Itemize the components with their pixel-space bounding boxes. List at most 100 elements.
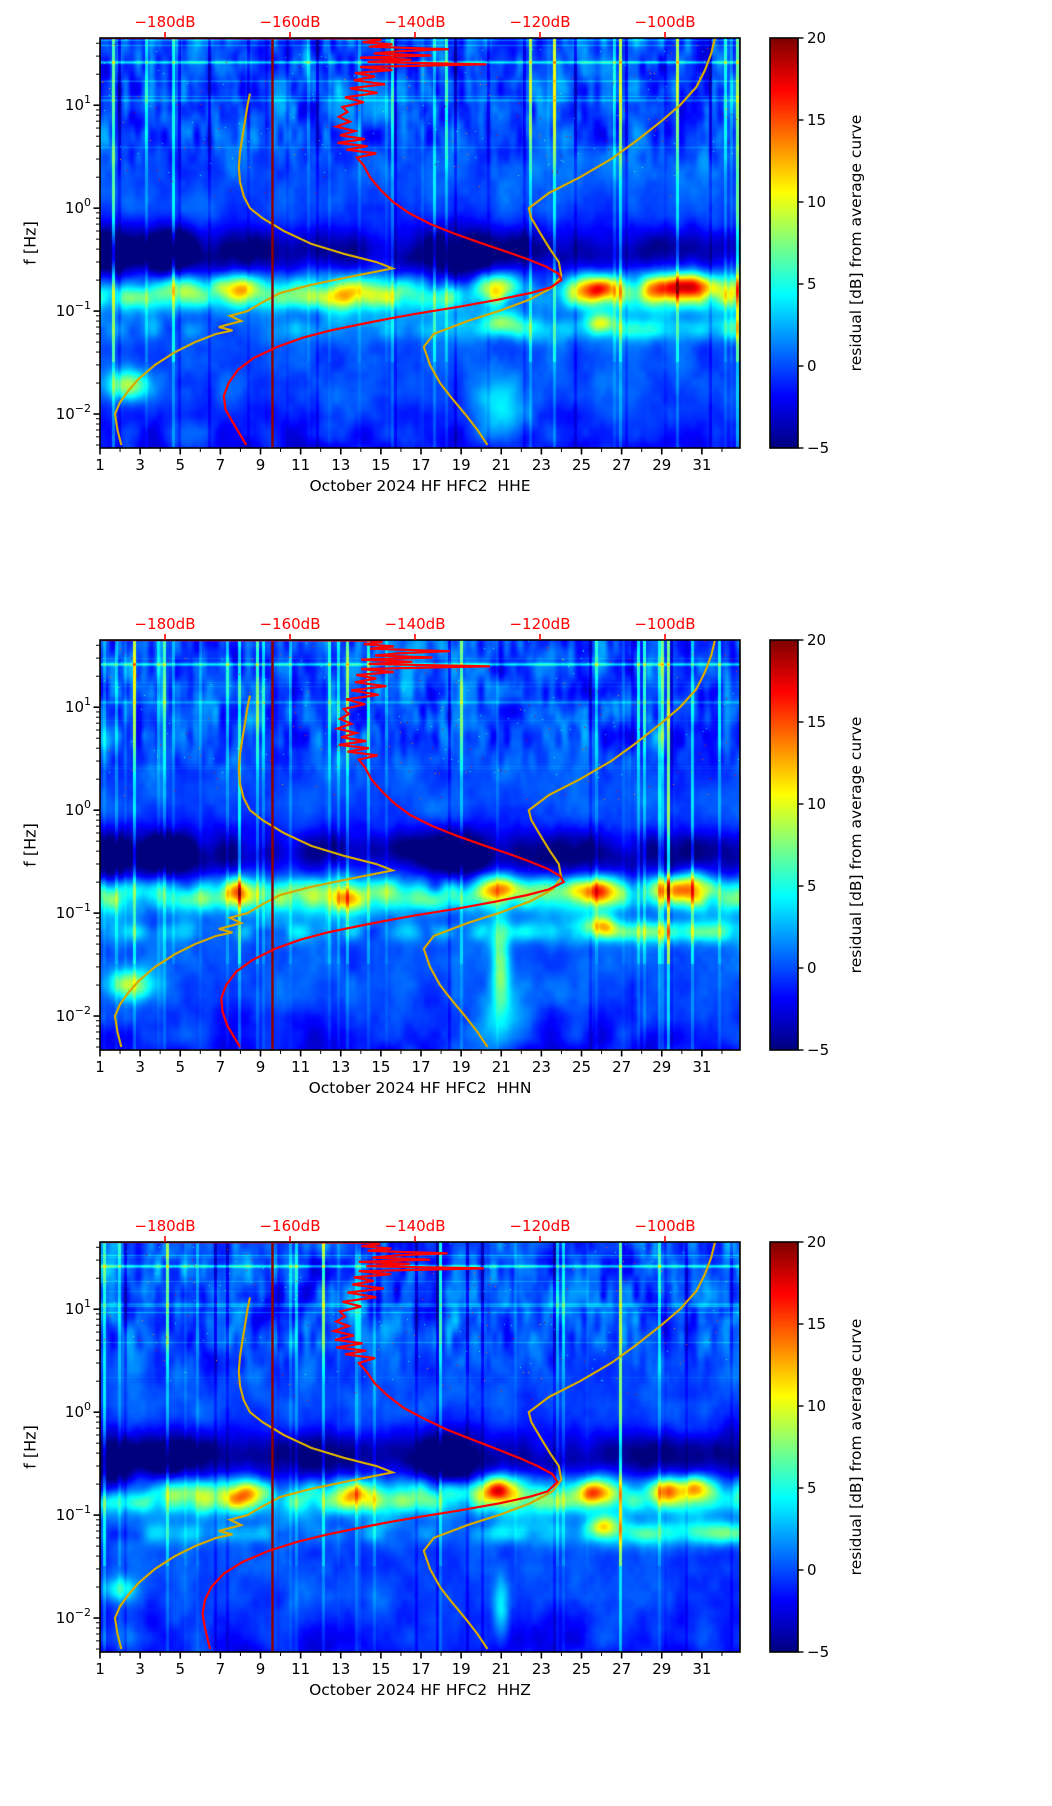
svg-text:9: 9: [256, 456, 266, 474]
plot-frame: [99, 37, 741, 449]
freq-axis-ticks: 101 100 10−1 10−2: [56, 42, 100, 446]
svg-text:20: 20: [807, 29, 826, 47]
overlay-curves: [102, 1242, 717, 1652]
svg-text:100: 100: [65, 196, 91, 217]
svg-text:21: 21: [492, 456, 511, 474]
colorbar-canvas: [770, 38, 798, 448]
svg-text:15: 15: [807, 111, 826, 129]
low-noise-model-curve: [113, 1297, 397, 1650]
svg-text:−120dB: −120dB: [509, 615, 570, 633]
svg-text:19: 19: [452, 1660, 471, 1678]
svg-text:27: 27: [612, 1660, 631, 1678]
svg-text:25: 25: [572, 1058, 591, 1076]
svg-text:9: 9: [256, 1058, 266, 1076]
svg-text:−160dB: −160dB: [259, 615, 320, 633]
svg-text:5: 5: [175, 1660, 185, 1678]
svg-text:10: 10: [807, 1397, 826, 1415]
svg-text:−100dB: −100dB: [634, 1217, 695, 1235]
spectrogram-canvas: [100, 1242, 740, 1652]
svg-text:20: 20: [807, 1233, 826, 1251]
svg-text:11: 11: [291, 1660, 310, 1678]
day-axis-ticks: 1 3 5 7 9 11 13 15 17 19 21 23 25 27 29 31: [95, 1050, 723, 1076]
spectrogram-canvas: [100, 38, 740, 448]
svg-text:−180dB: −180dB: [134, 615, 195, 633]
svg-text:10−2: 10−2: [56, 1606, 91, 1627]
overlay-curves: [102, 640, 717, 1050]
svg-text:5: 5: [807, 1479, 817, 1497]
svg-text:15: 15: [807, 1315, 826, 1333]
time-axis-label: October 2024 HF HFC2 HHZ: [309, 1681, 531, 1699]
colorbar-label: residual [dB] from average curve: [847, 1318, 865, 1576]
svg-text:11: 11: [291, 456, 310, 474]
svg-text:−100dB: −100dB: [634, 615, 695, 633]
svg-text:10−1: 10−1: [56, 1503, 91, 1524]
freq-axis-label: f [Hz]: [20, 1425, 40, 1469]
svg-text:7: 7: [216, 1058, 226, 1076]
svg-text:5: 5: [175, 456, 185, 474]
svg-text:−5: −5: [807, 439, 829, 457]
svg-text:31: 31: [692, 1660, 711, 1678]
svg-text:29: 29: [652, 456, 671, 474]
plot-frame: [99, 639, 741, 1051]
svg-text:23: 23: [532, 1058, 551, 1076]
colorbar-ticks: 20 15 10 5 0 −5: [798, 1233, 829, 1661]
svg-text:1: 1: [95, 1660, 105, 1678]
svg-text:−140dB: −140dB: [384, 615, 445, 633]
svg-text:15: 15: [371, 456, 390, 474]
colorbar-frame: [769, 1241, 799, 1653]
svg-text:10: 10: [807, 193, 826, 211]
db-axis-ticks: −180dB −160dB −140dB −120dB −100dB: [134, 1217, 696, 1242]
svg-text:23: 23: [532, 1660, 551, 1678]
svg-text:10−2: 10−2: [56, 1004, 91, 1025]
plot-frame: [99, 1241, 741, 1653]
high-noise-model-curve: [422, 640, 717, 1048]
db-axis-ticks: −180dB −160dB −140dB −120dB −100dB: [134, 615, 696, 640]
spectrogram-panel-hhn: −180dB −160dB −140dB −120dB −100dB 1 3 5 7 9 11 13 1…: [0, 602, 1052, 1204]
svg-text:17: 17: [411, 1660, 430, 1678]
svg-text:−100dB: −100dB: [634, 13, 695, 31]
svg-text:5: 5: [175, 1058, 185, 1076]
svg-text:−140dB: −140dB: [384, 1217, 445, 1235]
svg-text:101: 101: [65, 695, 91, 716]
spectrogram-canvas: [100, 640, 740, 1050]
svg-text:25: 25: [572, 1660, 591, 1678]
svg-text:10−2: 10−2: [56, 402, 91, 423]
low-noise-model-curve: [113, 695, 397, 1048]
svg-text:11: 11: [291, 1058, 310, 1076]
svg-text:100: 100: [65, 1400, 91, 1421]
overlay-curves: [102, 38, 717, 448]
svg-text:10: 10: [807, 795, 826, 813]
svg-text:15: 15: [807, 713, 826, 731]
svg-text:−120dB: −120dB: [509, 1217, 570, 1235]
freq-axis-ticks: 101 100 10−1 10−2: [56, 644, 100, 1048]
colorbar-canvas: [770, 1242, 798, 1652]
time-axis-label: October 2024 HF HFC2 HHN: [308, 1079, 532, 1097]
svg-text:3: 3: [135, 1058, 145, 1076]
average-psd-curve: [102, 1242, 559, 1650]
svg-text:17: 17: [411, 456, 430, 474]
svg-text:100: 100: [65, 798, 91, 819]
colorbar-label: residual [dB] from average curve: [847, 114, 865, 372]
spectrogram-panel-hhz: −180dB −160dB −140dB −120dB −100dB 1 3 5 7 9 11 13 1…: [0, 1204, 1052, 1806]
svg-text:10−1: 10−1: [56, 901, 91, 922]
svg-text:13: 13: [331, 456, 350, 474]
colorbar-label: residual [dB] from average curve: [847, 716, 865, 974]
svg-text:15: 15: [371, 1660, 390, 1678]
svg-text:13: 13: [331, 1058, 350, 1076]
day-axis-ticks: 1 3 5 7 9 11 13 15 17 19 21 23 25 27 29 31: [95, 1652, 723, 1678]
svg-text:−180dB: −180dB: [134, 13, 195, 31]
svg-text:0: 0: [807, 959, 817, 977]
svg-text:3: 3: [135, 456, 145, 474]
svg-text:3: 3: [135, 1660, 145, 1678]
svg-text:−160dB: −160dB: [259, 13, 320, 31]
svg-text:−120dB: −120dB: [509, 13, 570, 31]
svg-text:31: 31: [692, 1058, 711, 1076]
svg-text:19: 19: [452, 456, 471, 474]
colorbar-ticks: 20 15 10 5 0 −5: [798, 29, 829, 457]
svg-text:31: 31: [692, 456, 711, 474]
colorbar-ticks: 20 15 10 5 0 −5: [798, 631, 829, 1059]
svg-text:29: 29: [652, 1058, 671, 1076]
